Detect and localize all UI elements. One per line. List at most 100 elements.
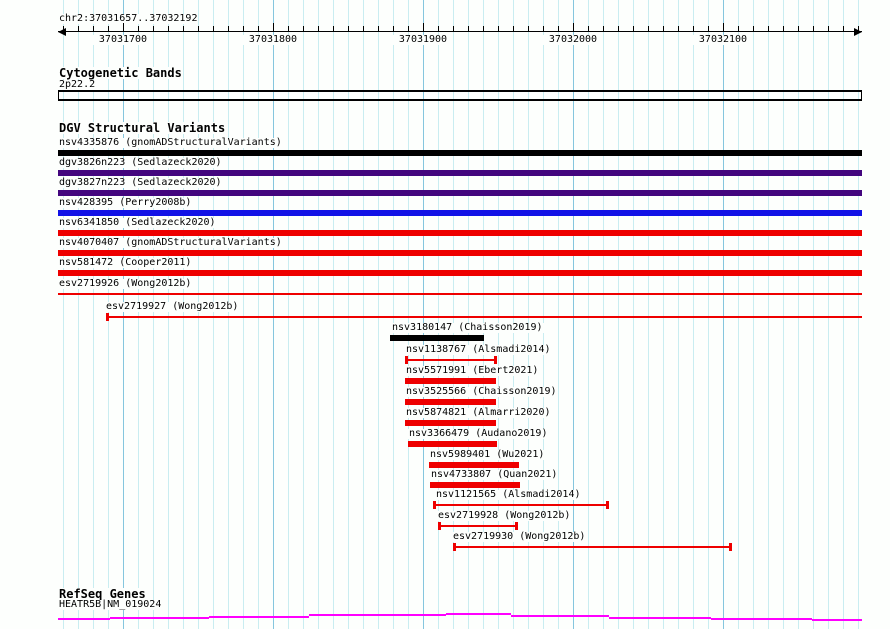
ruler-minor-tick [588,26,589,31]
ruler-major-tick [573,23,574,31]
ruler-major-tick [273,23,274,31]
variant-label[interactable]: esv2719926 (Wong2012b) [58,279,192,289]
variant-line-left-cap[interactable] [438,522,441,530]
ruler-minor-tick [708,26,709,31]
variant-line[interactable] [438,525,518,527]
variant-line-right-cap[interactable] [494,356,497,364]
variant-label[interactable]: nsv6341850 (Sedlazeck2020) [58,218,217,228]
ruler-minor-tick [603,26,604,31]
ruler-minor-tick [738,26,739,31]
variant-bar[interactable] [58,170,862,176]
ruler-minor-tick [498,26,499,31]
ruler-minor-tick [138,26,139,31]
variant-label[interactable]: esv2719928 (Wong2012b) [437,511,571,521]
variant-line[interactable] [433,504,609,506]
ruler-axis-line [58,31,862,32]
variant-line[interactable] [405,359,497,361]
genome-browser-screen: chr2:37031657..37032192 3703170037031800… [0,0,890,629]
ruler-minor-tick [618,26,619,31]
variant-bar[interactable] [58,250,862,256]
variant-line[interactable] [453,546,732,548]
ruler-minor-tick [408,26,409,31]
variant-label[interactable]: nsv5874821 (Almarri2020) [405,408,552,418]
ruler-minor-tick [363,26,364,31]
variant-bar[interactable] [408,441,497,447]
variant-label[interactable]: nsv4335876 (gnomADStructuralVariants) [58,138,283,148]
variant-label[interactable]: nsv428395 (Perry2008b) [58,198,192,208]
variant-line-left-cap[interactable] [433,501,436,509]
variant-line-left-cap[interactable] [453,543,456,551]
variant-line-left-cap[interactable] [405,356,408,364]
variant-label[interactable]: esv2719930 (Wong2012b) [452,532,586,542]
gene-line-segment[interactable] [309,614,446,616]
ruler-minor-tick [783,26,784,31]
ruler-major-tick [123,23,124,31]
gene-line-segment[interactable] [511,615,609,617]
variant-bar[interactable] [58,270,862,276]
ruler-tick-label: 37032100 [693,35,753,45]
ruler-minor-tick [153,26,154,31]
ruler-minor-tick [858,26,859,31]
ruler-minor-tick [753,26,754,31]
variant-label[interactable]: nsv3525566 (Chaisson2019) [405,387,558,397]
ruler-tick-label: 37032000 [543,35,603,45]
ruler-minor-tick [543,26,544,31]
ruler-minor-tick [228,26,229,31]
gene-line-segment[interactable] [110,617,209,619]
gene-line-segment[interactable] [209,616,309,618]
ruler-minor-tick [318,26,319,31]
variant-label[interactable]: nsv581472 (Cooper2011) [58,258,192,268]
variant-bar[interactable] [58,230,862,236]
dgv-header: DGV Structural Variants [58,122,226,134]
gene-line-segment[interactable] [446,613,511,615]
variant-line-left-cap[interactable] [106,313,109,321]
variant-line[interactable] [106,316,862,318]
gene-line-segment[interactable] [812,619,862,621]
gene-line-segment[interactable] [58,618,110,620]
ruler-minor-tick [183,26,184,31]
cytobands-header: Cytogenetic Bands [58,67,183,79]
variant-bar[interactable] [58,210,862,216]
ruler-minor-tick [213,26,214,31]
ruler-tick-label: 37031800 [243,35,303,45]
variant-bar[interactable] [390,335,484,341]
variant-label[interactable]: nsv5571991 (Ebert2021) [405,366,539,376]
variant-label[interactable]: nsv1121565 (Alsmadi2014) [435,490,582,500]
ruler-minor-tick [513,26,514,31]
ruler-major-tick [423,23,424,31]
variant-label[interactable]: nsv5989401 (Wu2021) [429,450,545,460]
ruler-minor-tick [798,26,799,31]
ruler-minor-tick [93,26,94,31]
ruler-minor-tick [453,26,454,31]
variant-label[interactable]: esv2719927 (Wong2012b) [105,302,239,312]
ruler-minor-tick [303,26,304,31]
variant-label[interactable]: nsv4733807 (Quan2021) [430,470,558,480]
variant-bar[interactable] [405,378,496,384]
ruler-major-tick [723,23,724,31]
variant-label[interactable]: nsv3366479 (Audano2019) [408,429,548,439]
ruler-minor-tick [243,26,244,31]
variant-bar[interactable] [405,420,496,426]
variant-line-right-cap[interactable] [729,543,732,551]
variant-label[interactable]: nsv4070407 (gnomADStructuralVariants) [58,238,283,248]
variant-bar[interactable] [58,150,862,156]
ruler-minor-tick [813,26,814,31]
variant-label[interactable]: nsv3180147 (Chaisson2019) [391,323,544,333]
gene-line-segment[interactable] [609,617,711,619]
variant-bar[interactable] [430,482,520,488]
gene-line-segment[interactable] [711,618,812,620]
variant-label[interactable]: dgv3826n223 (Sedlazeck2020) [58,158,223,168]
ruler-minor-tick [198,26,199,31]
variant-label[interactable]: dgv3827n223 (Sedlazeck2020) [58,178,223,188]
variant-line[interactable] [58,293,862,295]
variant-line-right-cap[interactable] [606,501,609,509]
ruler-minor-tick [78,26,79,31]
variant-bar[interactable] [405,399,496,405]
ruler-minor-tick [288,26,289,31]
variant-bar[interactable] [429,462,519,468]
variant-bar[interactable] [58,190,862,196]
refseq-gene-label[interactable]: HEATR5B|NM_019024 [58,600,162,610]
variant-line-right-cap[interactable] [515,522,518,530]
variant-label[interactable]: nsv1138767 (Alsmadi2014) [405,345,552,355]
cytoband-rect[interactable] [58,90,862,101]
